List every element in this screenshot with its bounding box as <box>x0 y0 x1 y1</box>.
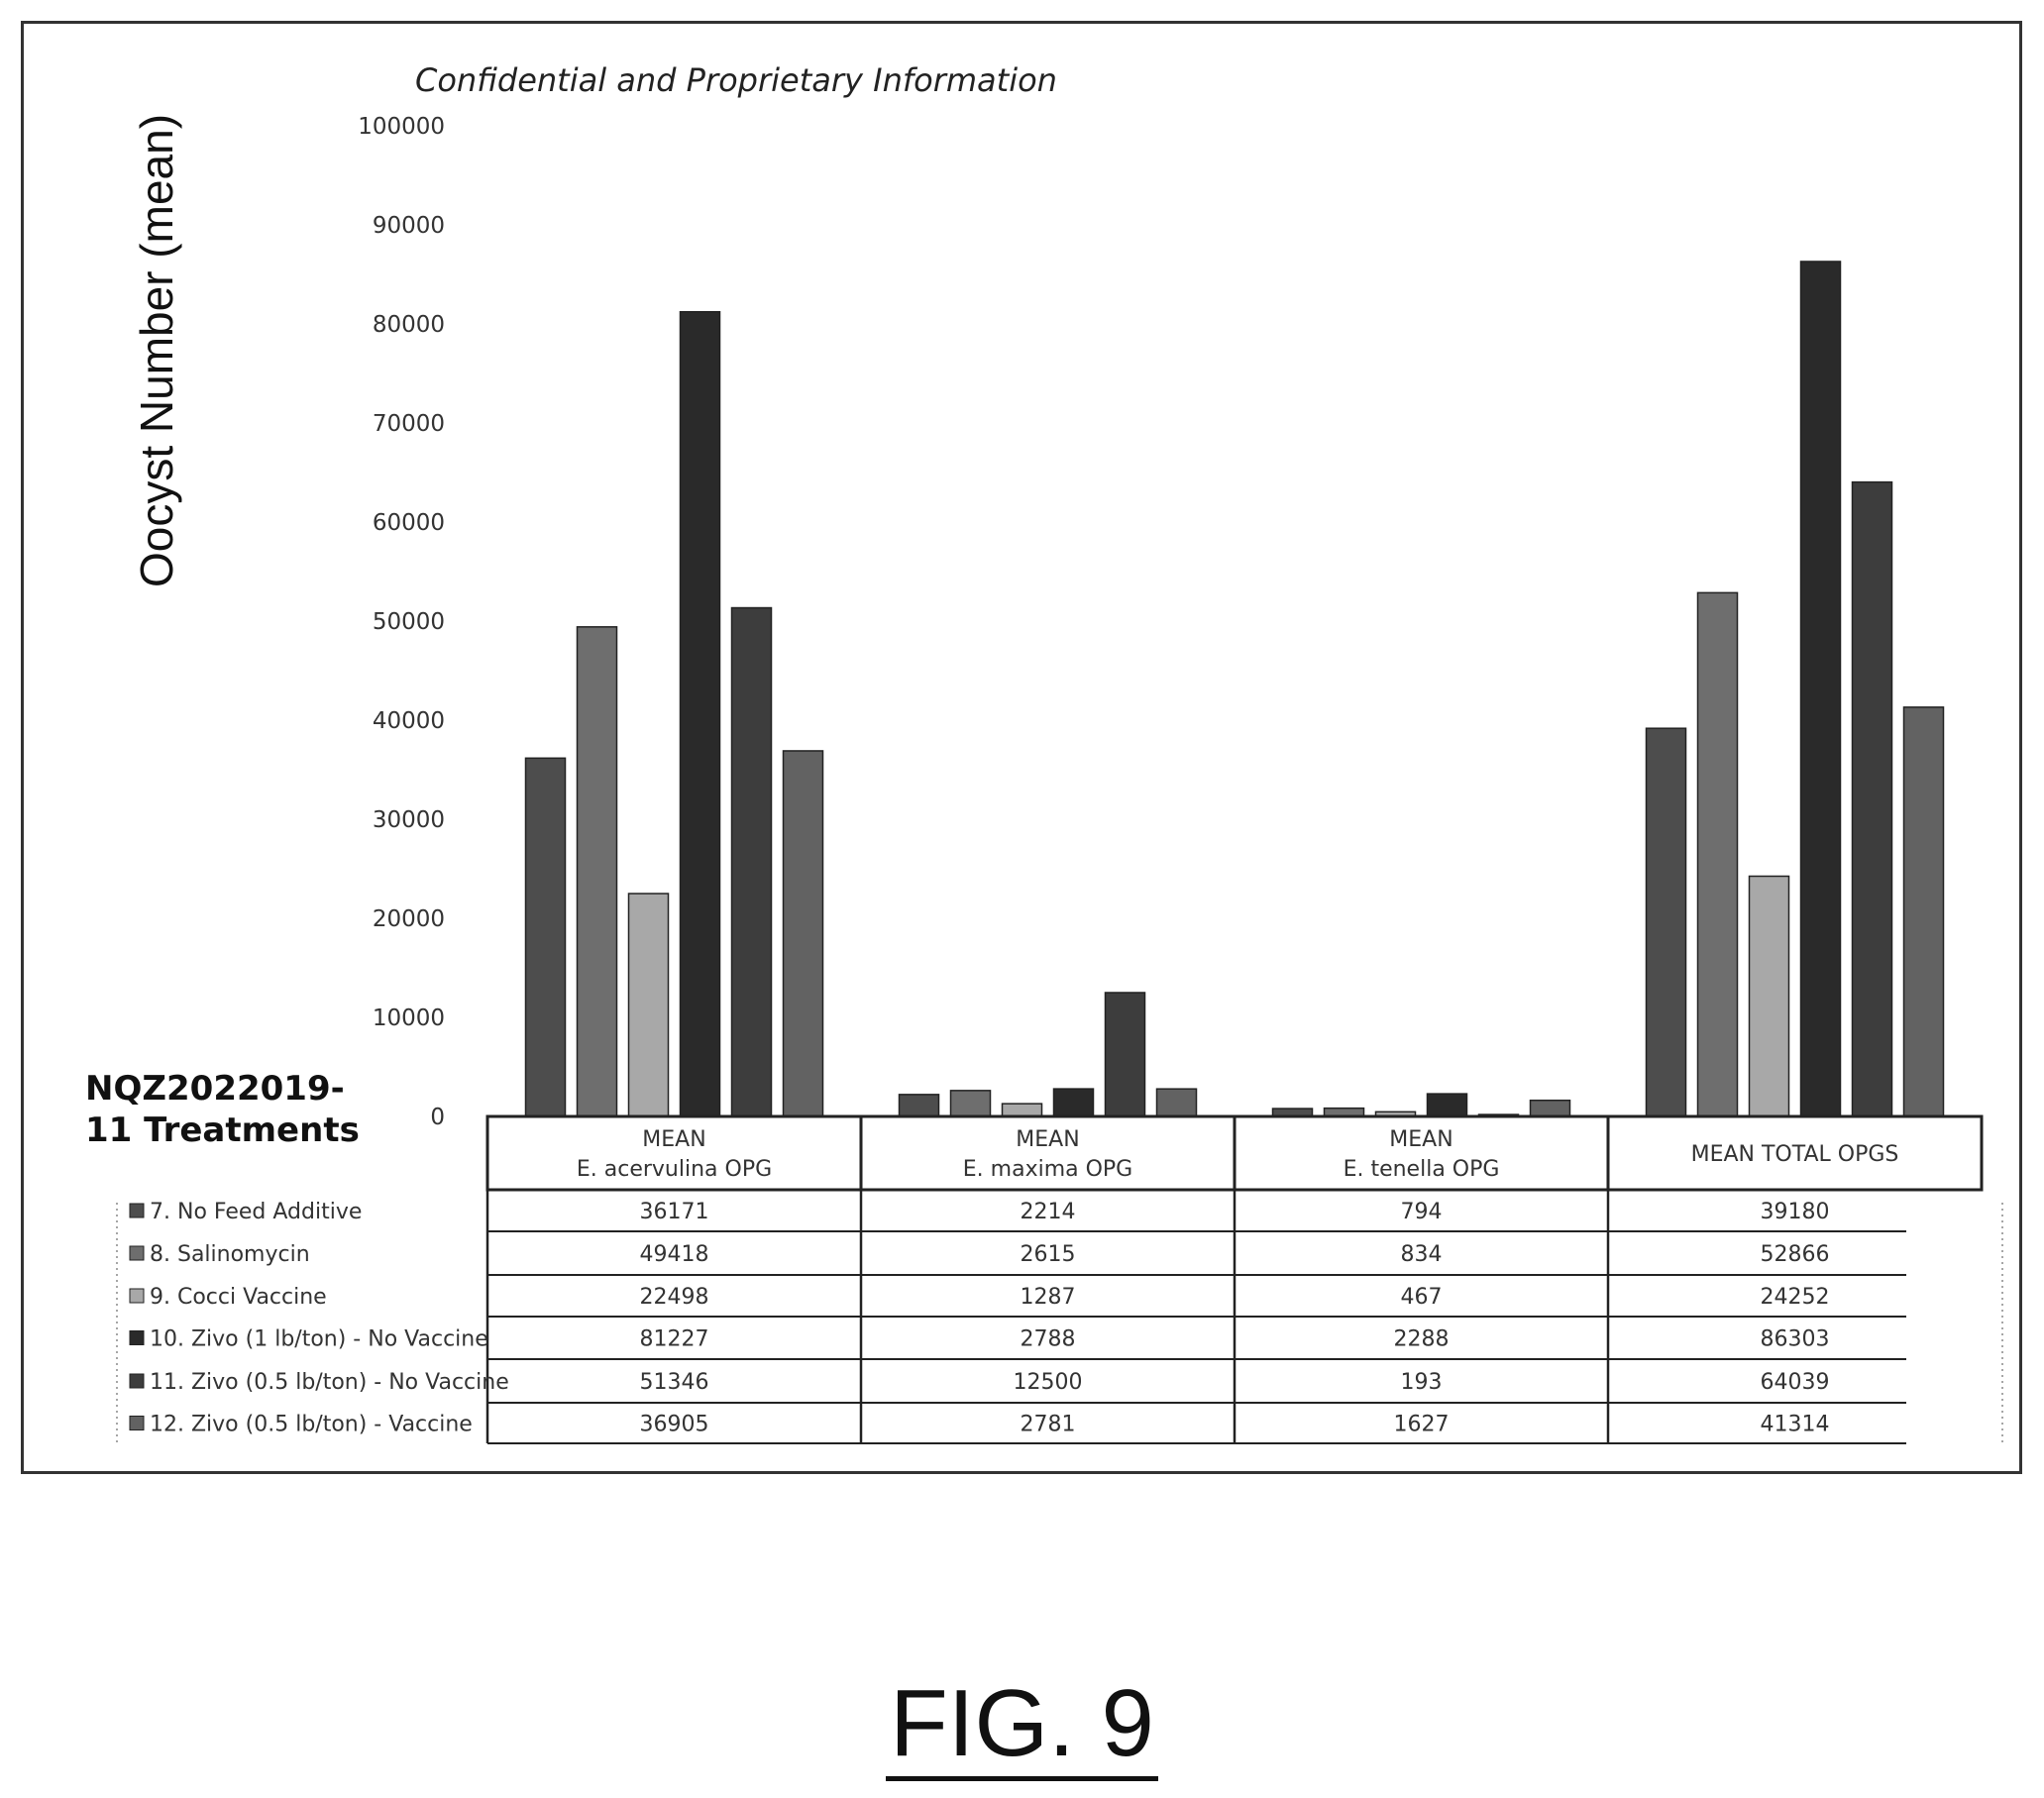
legend-entry: 8. Salinomycin <box>150 1242 310 1267</box>
table-cell-value: 2788 <box>1021 1327 1076 1352</box>
table-cell-value: 2615 <box>1021 1242 1076 1267</box>
table-cell-value: 86303 <box>1761 1327 1830 1352</box>
y-tick-label: 20000 <box>373 906 445 932</box>
figure-label-container: FIG. 9 <box>0 1669 2044 1781</box>
category-label-line1: MEAN <box>1389 1127 1452 1152</box>
legend-swatch <box>129 1373 145 1389</box>
category-label-line1: MEAN TOTAL OPGS <box>1691 1142 1899 1167</box>
legend-entry: 7. No Feed Additive <box>150 1200 362 1224</box>
bar <box>1799 261 1842 1117</box>
legend-entry: 9. Cocci Vaccine <box>150 1285 327 1310</box>
category-label-line1: MEAN <box>1016 1127 1079 1152</box>
table-cell-value: 12500 <box>1014 1370 1083 1395</box>
figure-frame: Confidential and Proprietary Information… <box>21 21 2022 1474</box>
y-tick-label: 0 <box>430 1105 445 1130</box>
bar <box>1748 875 1790 1117</box>
legend-swatch <box>129 1330 145 1345</box>
study-title-line2: 11 Treatments <box>85 1111 360 1150</box>
bar <box>1155 1088 1198 1117</box>
y-tick-label: 50000 <box>373 609 445 635</box>
category-label-line2: E. acervulina OPG <box>577 1157 772 1182</box>
bar <box>1696 591 1739 1117</box>
bar <box>1645 727 1687 1117</box>
data-table: MEAN E. acervulina OPG MEAN E. maxima OPG ME… <box>116 1114 2003 1444</box>
y-axis-label: Oocyst Number (mean) <box>131 114 182 587</box>
table-cell-value: 52866 <box>1761 1242 1830 1267</box>
study-title-line1: NQZ2022019- <box>85 1069 345 1109</box>
bar <box>1104 992 1146 1117</box>
y-tick-label: 70000 <box>373 411 445 437</box>
legend-entry: 12. Zivo (0.5 lb/ton) - Vaccine <box>150 1413 473 1437</box>
figure-label: FIG. 9 <box>886 1670 1158 1781</box>
y-tick-label: 80000 <box>373 312 445 338</box>
y-axis-ticks: 0 10000 20000 30000 40000 50000 60000 70000 8000… <box>358 114 445 1130</box>
y-tick-label: 30000 <box>373 807 445 833</box>
table-cell-value: 2214 <box>1021 1200 1076 1224</box>
table-cell-value: 36905 <box>640 1413 709 1437</box>
table-cell-value: 49418 <box>640 1242 709 1267</box>
bars <box>524 261 1945 1117</box>
table-cell-value: 51346 <box>640 1370 709 1395</box>
table-cell-value: 24252 <box>1761 1285 1830 1310</box>
table-cell-value: 39180 <box>1761 1200 1830 1224</box>
table-cell-value: 1287 <box>1021 1285 1076 1310</box>
bar <box>679 310 721 1117</box>
legend-entry: 10. Zivo (1 lb/ton) - No Vaccine <box>150 1327 488 1352</box>
bar <box>1426 1093 1468 1117</box>
bar <box>576 626 618 1117</box>
bar <box>1902 706 1945 1117</box>
bar <box>1052 1088 1095 1117</box>
y-tick-label: 10000 <box>373 1005 445 1031</box>
legend-entry: 11. Zivo (0.5 lb/ton) - No Vaccine <box>150 1370 509 1395</box>
table-cell-value: 2288 <box>1394 1327 1450 1352</box>
bar <box>730 606 773 1117</box>
table-cell-value: 1627 <box>1394 1413 1450 1437</box>
bar <box>1529 1099 1571 1117</box>
y-tick-label: 40000 <box>373 708 445 734</box>
category-label-line1: MEAN <box>642 1127 705 1152</box>
confidential-note: Confidential and Proprietary Information <box>415 61 1057 99</box>
table-cell-value: 794 <box>1401 1200 1443 1224</box>
legend-swatch <box>129 1203 145 1218</box>
bar <box>1851 480 1893 1117</box>
table-cell-value: 81227 <box>640 1327 709 1352</box>
bar <box>782 750 824 1117</box>
bar <box>524 757 567 1117</box>
y-tick-label: 60000 <box>373 510 445 536</box>
table-cell-value: 36171 <box>640 1200 709 1224</box>
y-tick-label: 90000 <box>373 213 445 239</box>
legend-swatch <box>129 1416 145 1430</box>
table-cell-value: 41314 <box>1761 1413 1830 1437</box>
table-cell-value: 467 <box>1401 1285 1443 1310</box>
bar <box>1001 1103 1043 1117</box>
legend-swatch <box>129 1288 145 1304</box>
category-label-line2: E. tenella OPG <box>1344 1157 1500 1182</box>
table-cell-value: 2781 <box>1021 1413 1076 1437</box>
bar <box>627 893 670 1117</box>
bar <box>949 1090 992 1117</box>
table-cell-value: 193 <box>1401 1370 1443 1395</box>
bar <box>898 1094 940 1117</box>
chart: Confidential and Proprietary Information… <box>85 61 2003 1444</box>
legend-swatch <box>129 1245 145 1261</box>
table-cell-value: 22498 <box>640 1285 709 1310</box>
table-cell-value: 834 <box>1401 1242 1443 1267</box>
category-label-line2: E. maxima OPG <box>963 1157 1132 1182</box>
y-tick-label: 100000 <box>358 114 445 140</box>
table-cell-value: 64039 <box>1761 1370 1830 1395</box>
